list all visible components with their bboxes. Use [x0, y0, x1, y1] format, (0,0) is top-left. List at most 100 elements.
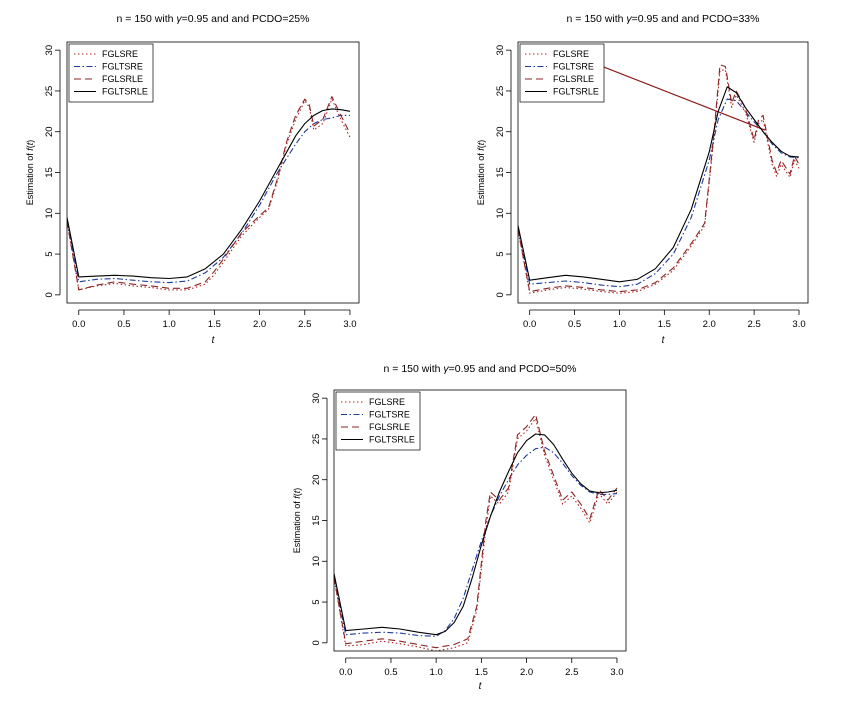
y-label-paren-open: ( — [476, 145, 486, 148]
x-tick-label: 2.5 — [748, 319, 761, 330]
x-axis-label: t — [479, 681, 483, 692]
chart-title: n = 150 with γ=0.95 and and PCDO=33% — [567, 13, 760, 25]
legend-label-fgltsre: FGLTSRE — [553, 62, 594, 72]
chart-title-prefix: n = 150 with — [384, 363, 444, 375]
y-label-variable: t — [476, 142, 486, 145]
y-tick-label: 10 — [495, 208, 506, 219]
y-label-paren-close: ) — [476, 140, 486, 143]
series-line-fglsre — [67, 98, 351, 291]
series-line-fgltsre — [67, 114, 350, 284]
y-label-function: f — [476, 147, 486, 151]
y-tick-label: 10 — [311, 556, 322, 567]
y-label-prefix: Estimation of — [292, 499, 302, 554]
x-tick-label: 1.0 — [163, 319, 176, 330]
y-label-paren-close: ) — [292, 488, 302, 491]
y-tick-label: 5 — [44, 251, 55, 256]
series-line-fglsre — [518, 69, 800, 294]
x-tick-label: 1.0 — [613, 319, 626, 330]
y-tick-label: 20 — [495, 126, 506, 137]
chart-title-gamma: γ — [626, 13, 632, 25]
series-line-fgltsrle — [518, 86, 800, 283]
chart-title-suffix: =0.95 and and PCDO=33% — [632, 13, 760, 25]
x-tick-label: 2.5 — [298, 319, 311, 330]
plot-frame — [333, 389, 627, 652]
x-tick-label: 0.0 — [72, 319, 85, 330]
series-line-fgltsre — [334, 446, 618, 637]
y-tick-label: 15 — [311, 515, 322, 526]
x-axis-label: t — [212, 335, 216, 346]
legend-label-fgltsre: FGLTSRE — [369, 410, 410, 420]
series-line-fglsrle — [518, 64, 800, 293]
y-label-paren-open: ( — [25, 145, 35, 148]
y-tick-label: 15 — [44, 167, 55, 178]
x-tick-label: 0.0 — [339, 667, 352, 678]
chart-panel-1: n = 150 with γ=0.95 and and PCDO=25% 0.0 0… — [25, 13, 360, 346]
legend: FGLSRE FGLTSRE FGLSRLE FGLTSRLE — [519, 43, 605, 103]
y-tick-label: 30 — [495, 45, 506, 56]
y-tick-label: 0 — [311, 640, 322, 645]
y-tick-label: 25 — [495, 86, 506, 97]
x-tick-label: 1.5 — [208, 319, 221, 330]
y-label-prefix: Estimation of — [476, 151, 486, 206]
y-tick-label: 10 — [44, 208, 55, 219]
chart-title-prefix: n = 150 with — [567, 13, 627, 25]
chart-panel-3: n = 150 with γ=0.95 and and PCDO=50% 0.0 0… — [292, 363, 627, 692]
y-label-variable: t — [292, 490, 302, 493]
series-line-fgltsrle — [334, 433, 618, 636]
y-tick-label: 20 — [44, 126, 55, 137]
chart-title: n = 150 with γ=0.95 and and PCDO=50% — [384, 363, 577, 375]
y-tick-label: 30 — [44, 45, 55, 56]
legend-label-fglsrle: FGLSRLE — [553, 74, 594, 84]
y-label-function: f — [25, 147, 35, 151]
legend-label-fglsrle: FGLSRLE — [102, 74, 143, 84]
legend-label-fglsrle: FGLSRLE — [369, 422, 410, 432]
chart-title-prefix: n = 150 with — [117, 13, 177, 25]
chart-title-suffix: =0.95 and and PCDO=25% — [182, 13, 310, 25]
legend-label-fgltsrle: FGLTSRLE — [369, 435, 415, 445]
series-line-fglsre — [334, 417, 618, 651]
chart-title-suffix: =0.95 and and PCDO=50% — [449, 363, 577, 375]
x-tick-label: 0.5 — [568, 319, 581, 330]
legend-label-fglsre: FGLSRE — [369, 397, 405, 407]
legend: FGLSRE FGLTSRE FGLSRLE FGLTSRLE — [68, 43, 154, 103]
y-axis-label: Estimation of f(t) — [25, 140, 35, 206]
y-tick-label: 20 — [311, 474, 322, 485]
legend-label-fgltsrle: FGLTSRLE — [553, 87, 599, 97]
legend-label-fgltsre: FGLTSRE — [102, 62, 143, 72]
y-label-prefix: Estimation of — [25, 151, 35, 206]
y-tick-label: 0 — [495, 292, 506, 297]
y-label-paren-close: ) — [25, 140, 35, 143]
plot-frame — [66, 41, 360, 304]
y-tick-label: 5 — [311, 599, 322, 604]
x-tick-label: 0.5 — [384, 667, 397, 678]
x-tick-label: 2.0 — [253, 319, 266, 330]
x-tick-label: 0.5 — [117, 319, 130, 330]
y-axis-label: Estimation of f(t) — [292, 488, 302, 554]
y-tick-label: 5 — [495, 251, 506, 256]
series-line-fglsrle — [334, 413, 618, 649]
x-tick-label: 2.0 — [520, 667, 533, 678]
legend-label-fglsre: FGLSRE — [102, 49, 138, 59]
x-tick-label: 0.0 — [523, 319, 536, 330]
y-tick-label: 25 — [311, 434, 322, 445]
y-tick-label: 30 — [311, 393, 322, 404]
plot-frame — [517, 41, 809, 304]
y-tick-label: 25 — [44, 86, 55, 97]
x-tick-label: 1.0 — [430, 667, 443, 678]
x-tick-label: 2.5 — [565, 667, 578, 678]
legend-label-fglsre: FGLSRE — [553, 49, 589, 59]
y-label-variable: t — [25, 142, 35, 145]
x-tick-label: 1.5 — [475, 667, 488, 678]
chart-title: n = 150 with γ=0.95 and and PCDO=25% — [117, 13, 310, 25]
y-label-function: f — [292, 495, 302, 499]
x-tick-label: 3.0 — [343, 319, 356, 330]
x-tick-label: 1.5 — [658, 319, 671, 330]
legend: FGLSRE FGLTSRE FGLSRLE FGLTSRLE — [335, 391, 421, 451]
y-tick-label: 15 — [495, 167, 506, 178]
series-line-fgltsrle — [67, 108, 351, 280]
chart-title-gamma: γ — [443, 363, 449, 375]
x-tick-label: 2.0 — [703, 319, 716, 330]
y-label-paren-open: ( — [292, 493, 302, 496]
x-tick-label: 3.0 — [610, 667, 623, 678]
